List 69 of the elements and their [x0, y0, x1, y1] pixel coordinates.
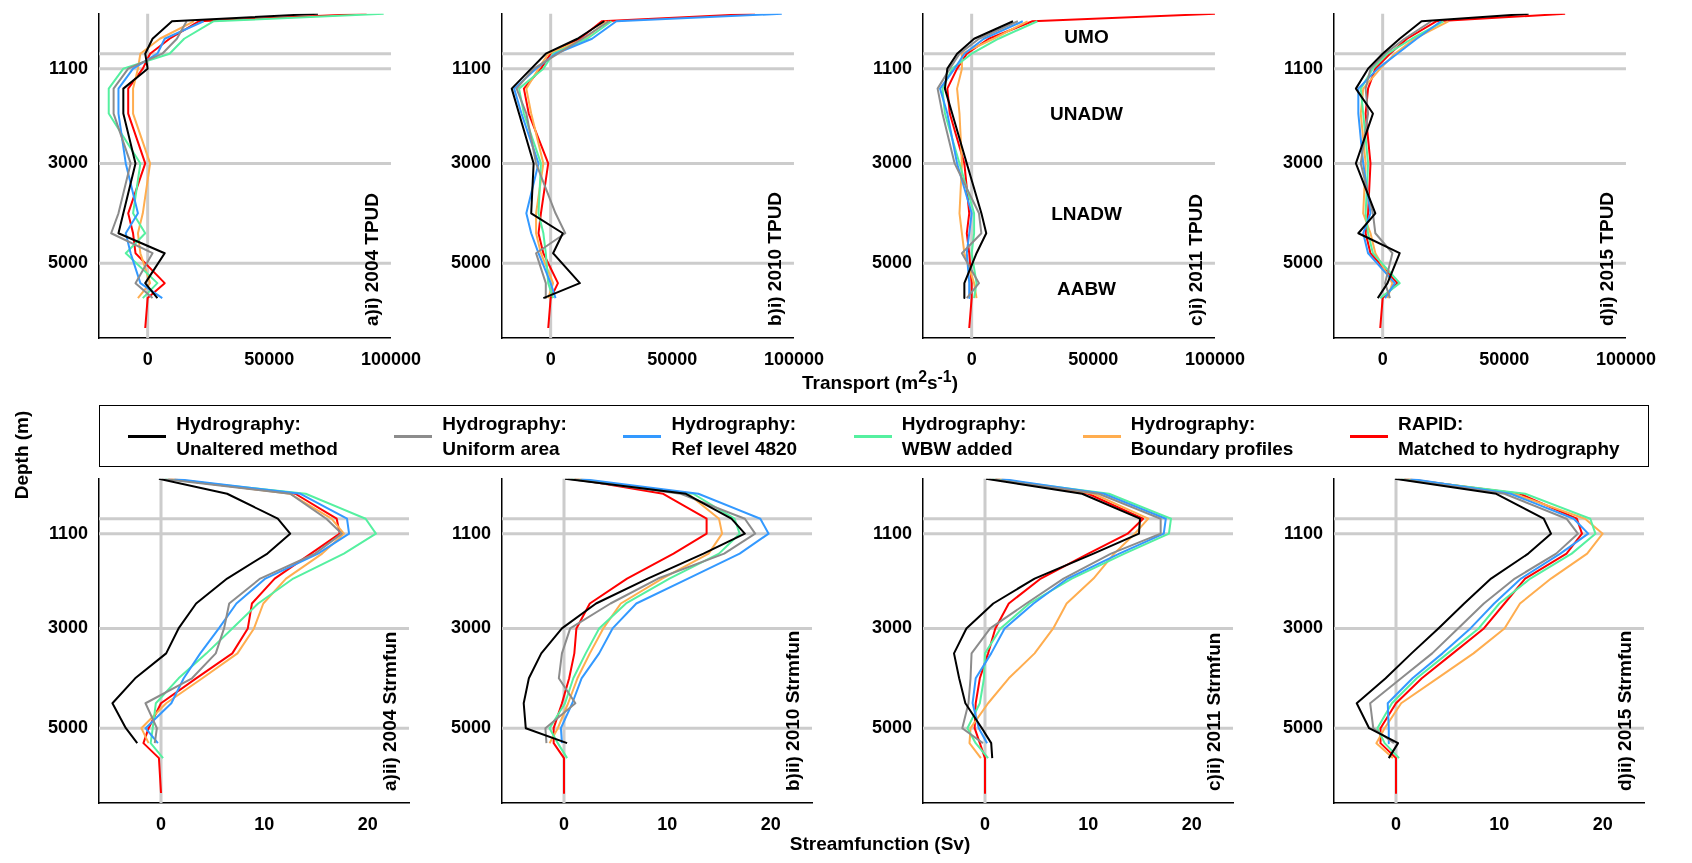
y-tick-label: 5000 — [871, 717, 912, 738]
annotation: a)i) 2004 TPUD — [361, 192, 383, 326]
legend-label: Hydrography: Boundary profiles — [1130, 412, 1294, 461]
x-tick-label: 0 — [142, 348, 153, 369]
y-tick-label: 1100 — [451, 57, 491, 78]
y-tick-label: 3000 — [47, 152, 88, 173]
x-axis-title: Transport (m$^{2}$s$^{-1}$) — [802, 368, 958, 395]
y-tick-label: 5000 — [450, 717, 491, 738]
annotation: UNADW — [1050, 102, 1123, 124]
y-tick-label: 1100 — [451, 522, 491, 543]
y-tick-label: 3000 — [1282, 152, 1323, 173]
y-tick-label: 1100 — [48, 57, 88, 78]
y-tick-label: 3000 — [450, 617, 491, 638]
y-tick-label: 1100 — [48, 522, 88, 543]
legend-label: Hydrography: Ref level 4820 — [671, 412, 798, 461]
x-tick-label: 10 — [1078, 813, 1099, 834]
y-tick-label: 1100 — [872, 57, 912, 78]
y-tick-label: 1100 — [1283, 522, 1323, 543]
annotation: c)ii) 2011 Strmfun — [1203, 632, 1225, 791]
y-tick-label: 1100 — [872, 522, 912, 543]
annotation: UMO — [1064, 26, 1109, 48]
x-tick-label: 0 — [966, 348, 977, 369]
x-tick-label: 100000 — [360, 348, 422, 369]
x-tick-label: 100000 — [763, 348, 825, 369]
annotation: b)i) 2010 TPUD — [764, 191, 786, 326]
y-tick-label: 1100 — [1283, 57, 1323, 78]
x-axis-title: Streamfunction (Sv) — [789, 833, 971, 855]
legend-label: Hydrography: Uniform area — [442, 412, 567, 461]
x-tick-label: 0 — [979, 813, 991, 834]
annotation: c)i) 2011 TPUD — [1185, 194, 1207, 326]
x-tick-label: 20 — [1592, 813, 1613, 834]
y-tick-label: 3000 — [47, 617, 88, 638]
y-tick-label: 3000 — [871, 617, 912, 638]
x-tick-label: 20 — [760, 813, 781, 834]
y-tick-label: 3000 — [450, 152, 491, 173]
x-tick-label: 50000 — [1479, 348, 1530, 369]
y-tick-label: 3000 — [1282, 617, 1323, 638]
annotation: b)ii) 2010 Strmfun — [782, 630, 804, 791]
x-tick-label: 100000 — [1184, 348, 1246, 369]
annotation: a)ii) 2004 Strmfun — [379, 631, 401, 791]
x-tick-label: 0 — [1390, 813, 1402, 834]
y-tick-label: 5000 — [1282, 252, 1323, 273]
x-tick-label: 0 — [558, 813, 570, 834]
y-axis-title: Depth (m) — [11, 410, 33, 500]
legend-label: Hydrography: WBW added — [901, 412, 1027, 461]
x-tick-label: 10 — [254, 813, 275, 834]
legend-label: Hydrography: Unaltered method — [176, 412, 338, 461]
x-tick-label: 20 — [357, 813, 378, 834]
x-tick-label: 0 — [1377, 348, 1388, 369]
x-tick-label: 100000 — [1595, 348, 1657, 369]
x-tick-label: 50000 — [647, 348, 698, 369]
annotation: LNADW — [1051, 203, 1122, 225]
x-tick-label: 20 — [1181, 813, 1202, 834]
x-tick-label: 0 — [545, 348, 556, 369]
x-tick-label: 50000 — [1068, 348, 1119, 369]
annotation: d)ii) 2015 Strmfun — [1614, 630, 1636, 791]
y-tick-label: 5000 — [47, 717, 88, 738]
x-tick-label: 50000 — [244, 348, 295, 369]
y-tick-label: 5000 — [871, 252, 912, 273]
annotation: d)i) 2015 TPUD — [1596, 191, 1618, 326]
y-tick-label: 3000 — [871, 152, 912, 173]
x-tick-label: 10 — [1489, 813, 1510, 834]
y-tick-label: 5000 — [1282, 717, 1323, 738]
x-tick-label: 0 — [155, 813, 167, 834]
x-tick-label: 10 — [657, 813, 678, 834]
y-tick-label: 5000 — [450, 252, 491, 273]
annotation: AABW — [1056, 277, 1117, 299]
legend-label: RAPID: Matched to hydrography — [1397, 412, 1620, 461]
y-tick-label: 5000 — [47, 252, 88, 273]
